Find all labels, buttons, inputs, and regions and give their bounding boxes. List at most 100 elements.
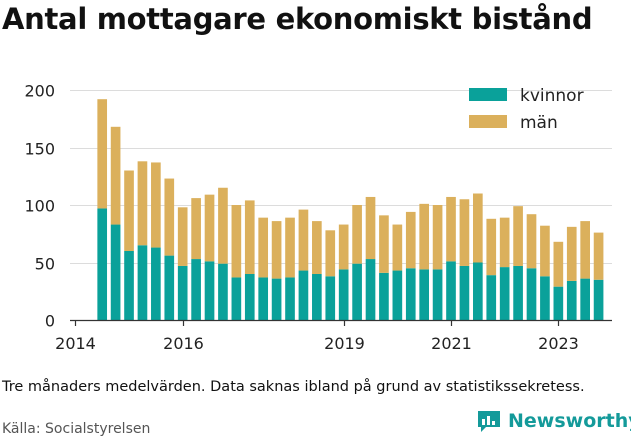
bar-man [486,218,497,276]
y-tick-label: 50 [35,255,55,274]
bar-kvinnor [459,265,470,320]
bar-kvinnor [124,251,134,320]
bar-man [258,217,269,278]
y-tick-label: 200 [24,82,55,101]
bar-kvinnor [352,263,362,320]
bar-man [218,187,228,264]
bar-kvinnor [513,265,523,320]
bar-kvinnor [151,247,161,320]
bars [97,99,604,320]
bar-kvinnor [177,265,188,320]
bar-kvinnor [405,268,416,320]
x-tick-label: 2021 [431,334,472,353]
bar-kvinnor [365,259,376,320]
bar-man [312,221,322,274]
bar-kvinnor [325,276,336,320]
bar-kvinnor [540,276,550,320]
bar-kvinnor [486,275,497,320]
bar-man [244,200,255,274]
bar-man [513,206,523,266]
bar-kvinnor [526,268,537,320]
bar-kvinnor [312,274,322,320]
bar-man [124,170,134,251]
bar-man [580,221,590,279]
bar-man [365,196,376,260]
y-tick-label: 0 [45,312,55,331]
legend-swatch [469,88,507,101]
bar-kvinnor [110,224,121,320]
bar-man [419,203,430,270]
bar-man [177,207,188,266]
bar-kvinnor [473,262,483,320]
legend-label: kvinnor [520,86,584,106]
bar-man [540,225,550,277]
bar-man [151,162,161,248]
bar-man [352,205,362,264]
bar-man [499,217,510,268]
x-tick-labels: 2014 2016 2019 2021 2023 [55,320,579,353]
bar-kvinnor [580,278,590,320]
bar-man [338,224,349,270]
legend-label: män [520,113,558,133]
bar-man [379,215,389,273]
bar-kvinnor [419,269,430,320]
brand-name: Newsworthy [508,410,631,432]
bar-man [392,224,403,271]
newsworthy-logo-icon [478,411,500,432]
bar-man [446,196,456,262]
bar-kvinnor [432,269,443,320]
bar-man [473,193,483,263]
bar-kvinnor [553,286,564,320]
bar-man [204,194,215,262]
legend: kvinnor män [469,86,584,133]
bar-kvinnor [218,263,228,320]
bar-man [566,226,577,281]
bar-man [231,205,242,278]
y-tick-label: 150 [24,140,55,159]
bar-kvinnor [379,272,389,320]
bar-man [191,198,201,260]
bar-man [271,221,282,279]
bar-man [593,232,604,280]
bar-kvinnor [164,255,175,320]
bar-kvinnor [566,280,577,320]
footnote: Tre månaders medelvärden. Data saknas ib… [2,379,585,395]
bar-kvinnor [298,270,309,320]
bar-kvinnor [499,267,510,320]
x-tick-label: 2023 [538,334,579,353]
x-tick-label: 2014 [55,334,96,353]
bar-man [164,178,175,256]
bar-kvinnor [137,245,148,320]
bar-man [298,209,309,271]
chart-title: Antal mottagare ekonomiskt bistånd [2,2,593,36]
legend-swatch [469,115,507,128]
x-tick-label: 2016 [163,334,204,353]
bar-kvinnor [244,274,255,320]
bar-kvinnor [285,277,295,320]
x-tick-label: 2019 [324,334,365,353]
bar-kvinnor [392,270,403,320]
bar-man [526,214,537,269]
bar-man [325,230,336,277]
bar-kvinnor [231,277,242,320]
bar-kvinnor [97,208,108,320]
y-tick-label: 100 [24,197,55,216]
bar-man [110,126,121,225]
bar-kvinnor [446,261,456,320]
bar-man [432,205,443,270]
bar-kvinnor [593,279,604,320]
bar-man [553,241,564,287]
bar-man [459,199,470,266]
bar-kvinnor [338,269,349,320]
bar-man [97,99,108,209]
bar-kvinnor [271,278,282,320]
bar-man [285,217,295,278]
bar-man [137,161,148,246]
bar-kvinnor [191,259,201,320]
y-tick-labels: 0 50 100 150 200 [24,82,55,331]
bar-kvinnor [204,261,215,320]
bar-man [405,211,416,269]
brand-logo: Newsworthy [476,409,631,433]
bar-kvinnor [258,277,269,320]
